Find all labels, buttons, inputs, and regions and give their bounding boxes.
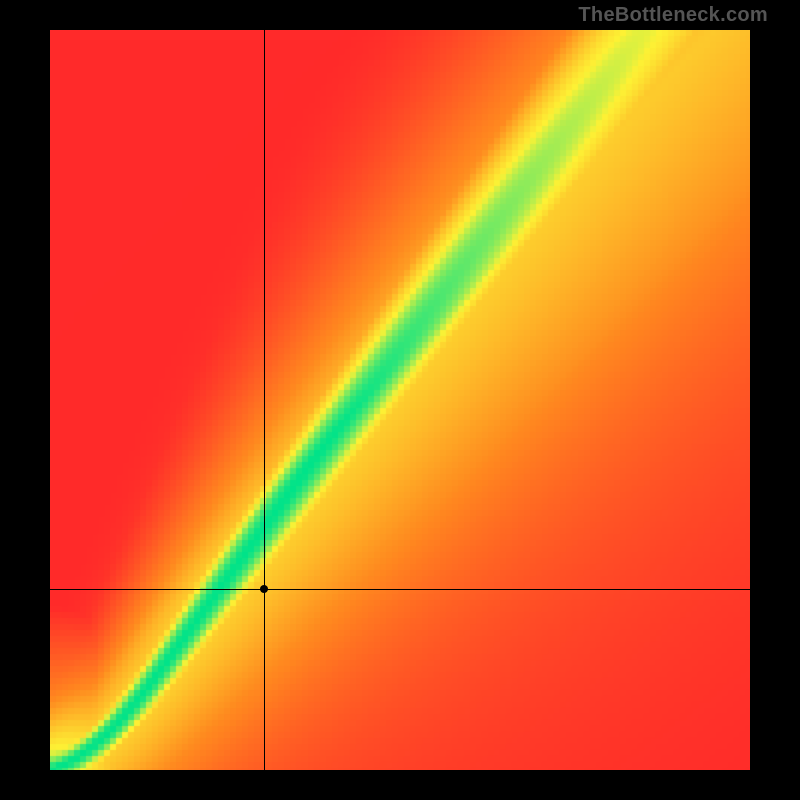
watermark-text: TheBottleneck.com: [578, 4, 768, 27]
crosshair-horizontal: [50, 589, 750, 590]
bottleneck-heatmap: [50, 30, 750, 770]
heatmap-canvas: [50, 30, 750, 770]
crosshair-vertical: [264, 30, 265, 770]
crosshair-marker-dot: [260, 585, 268, 593]
